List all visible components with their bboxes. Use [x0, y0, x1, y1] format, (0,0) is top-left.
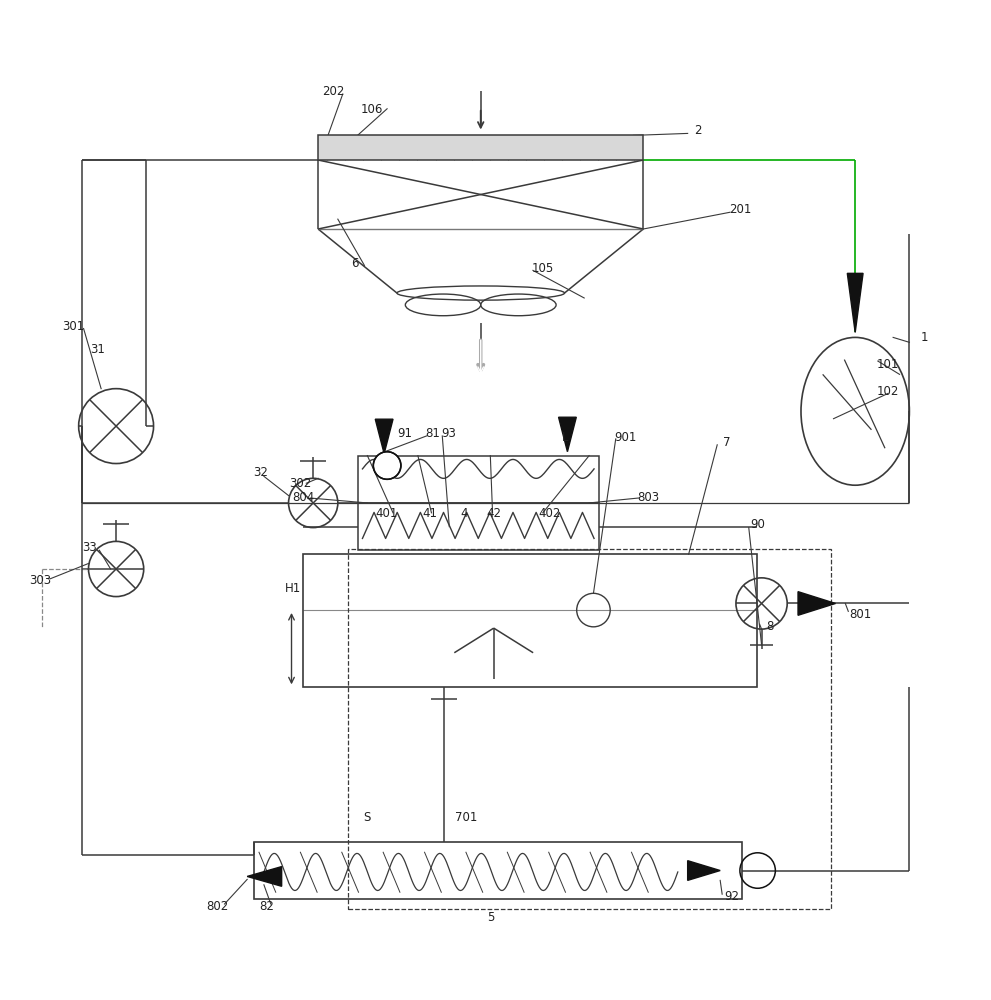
Text: 201: 201	[728, 203, 751, 216]
Text: 8: 8	[766, 620, 773, 633]
Text: 102: 102	[876, 385, 899, 398]
Text: H1: H1	[285, 582, 301, 595]
Bar	[303, 554, 757, 687]
Text: 803: 803	[637, 491, 659, 504]
Text: 42: 42	[486, 507, 501, 520]
Text: 31: 31	[90, 343, 105, 356]
Polygon shape	[376, 419, 393, 454]
Bar	[348, 549, 830, 909]
Text: 6: 6	[351, 257, 359, 270]
Text: 32: 32	[254, 466, 269, 479]
Bar	[358, 456, 599, 503]
Text: 303: 303	[29, 574, 52, 587]
Text: 7: 7	[723, 436, 730, 449]
Text: 93: 93	[441, 427, 456, 440]
Polygon shape	[847, 273, 863, 332]
Text: L: L	[562, 431, 569, 444]
Text: 804: 804	[292, 491, 314, 504]
Text: 701: 701	[455, 811, 477, 824]
Polygon shape	[559, 417, 577, 452]
Text: 90: 90	[750, 518, 765, 531]
Text: 401: 401	[375, 507, 397, 520]
Text: 5: 5	[487, 911, 495, 924]
Text: S: S	[364, 811, 371, 824]
Text: 105: 105	[532, 262, 554, 275]
Text: 1: 1	[921, 331, 928, 344]
Text: 802: 802	[206, 900, 229, 913]
Text: 2: 2	[694, 124, 702, 137]
Polygon shape	[798, 592, 835, 615]
Text: 302: 302	[289, 477, 311, 490]
Circle shape	[374, 452, 401, 479]
Text: 4: 4	[460, 507, 468, 520]
Text: 202: 202	[322, 85, 344, 98]
Polygon shape	[318, 135, 643, 160]
Text: 402: 402	[538, 507, 561, 520]
Bar	[358, 503, 599, 550]
Text: 92: 92	[724, 890, 739, 903]
Polygon shape	[247, 867, 281, 886]
Text: 101: 101	[876, 358, 899, 371]
Text: 91: 91	[397, 427, 412, 440]
Polygon shape	[688, 861, 720, 880]
Text: 82: 82	[260, 900, 275, 913]
Text: 33: 33	[82, 541, 97, 554]
Text: 301: 301	[62, 320, 85, 333]
Text: 81: 81	[425, 427, 440, 440]
Text: 901: 901	[614, 431, 637, 444]
Text: 801: 801	[849, 608, 871, 621]
Text: 41: 41	[422, 507, 437, 520]
Text: 106: 106	[361, 103, 384, 116]
Bar	[254, 842, 742, 899]
